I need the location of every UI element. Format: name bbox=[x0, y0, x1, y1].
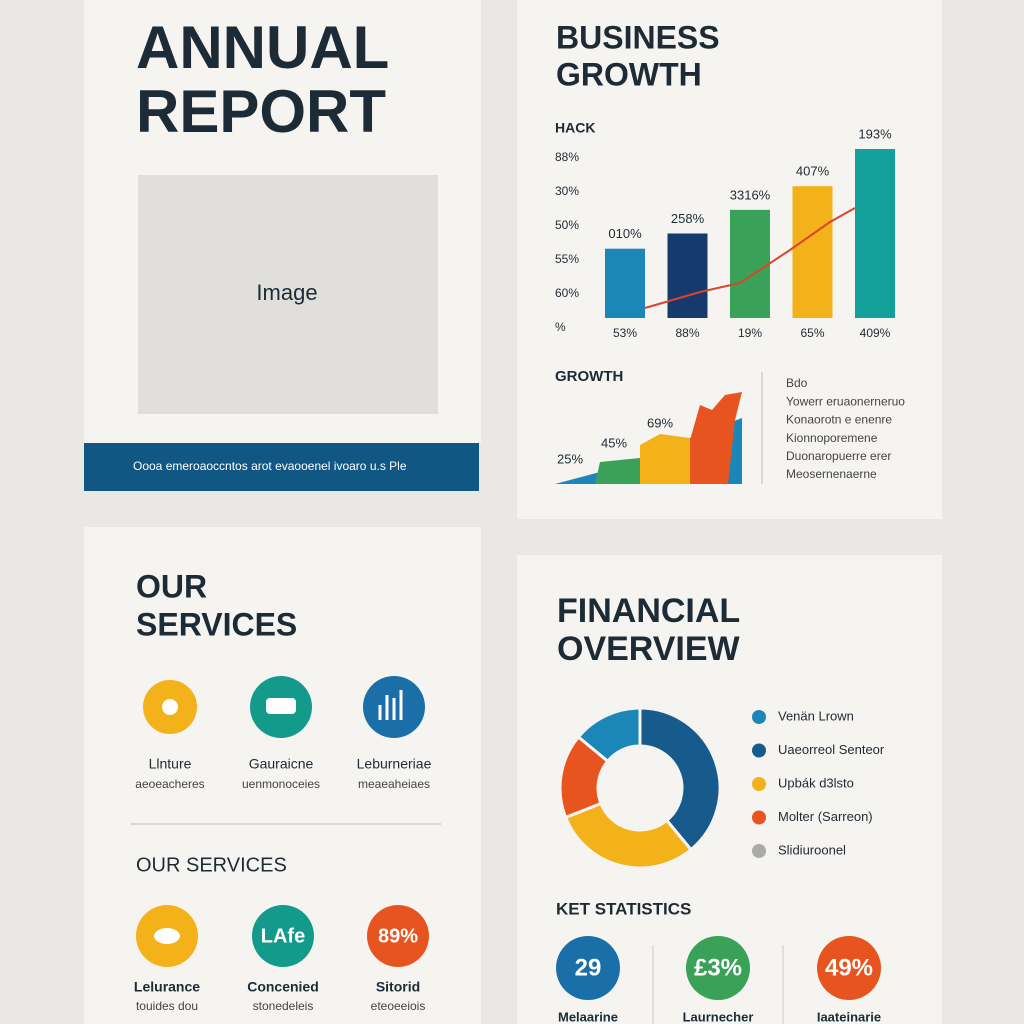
note: Kionnoporemene bbox=[786, 431, 878, 445]
section-title: KET STATISTICS bbox=[556, 899, 691, 918]
badge bbox=[367, 905, 429, 967]
badge-icon bbox=[154, 928, 180, 944]
x-tick-label: 409% bbox=[860, 326, 891, 340]
service-sub: meaeaheiaes bbox=[358, 777, 430, 791]
service-sub: eteoeeiois bbox=[371, 999, 426, 1013]
legend-label: Slidiuroonel bbox=[778, 842, 846, 857]
y-tick-label: 60% bbox=[555, 286, 579, 300]
value-label: 407% bbox=[796, 164, 830, 179]
icon bbox=[378, 690, 403, 720]
donut-slice bbox=[558, 734, 610, 820]
donut-slice bbox=[638, 706, 722, 852]
y-tick-label: % bbox=[555, 320, 566, 334]
title: REPORT bbox=[136, 78, 386, 145]
value-label: 193% bbox=[858, 126, 892, 141]
stat-circle bbox=[556, 936, 620, 1000]
band-text: Oooa emeroaoccntos arot evaooenel ivoaro… bbox=[133, 459, 407, 473]
value-label: 3316% bbox=[730, 187, 771, 202]
y-tick-label: 30% bbox=[555, 184, 579, 198]
stat-value: 29 bbox=[575, 954, 602, 981]
icon bbox=[266, 698, 296, 714]
legend-label: Venän Lrown bbox=[778, 708, 854, 723]
legend-dot bbox=[752, 710, 766, 724]
image-placeholder bbox=[138, 175, 438, 414]
x-tick-label: 19% bbox=[738, 326, 762, 340]
band bbox=[84, 443, 479, 491]
stat-value: £3% bbox=[694, 954, 742, 981]
section-title: GROWTH bbox=[555, 368, 623, 385]
note: Konaorotn e enenre bbox=[786, 413, 892, 427]
service-label: Llnture bbox=[149, 756, 192, 772]
trend-line bbox=[644, 207, 856, 309]
service-sub: touides dou bbox=[136, 999, 198, 1013]
area bbox=[640, 434, 700, 484]
legend-dot bbox=[752, 777, 766, 791]
service-label: Sitorid bbox=[376, 979, 420, 995]
title: ANNUAL bbox=[136, 14, 389, 81]
title: OUR bbox=[136, 568, 207, 604]
bar bbox=[855, 149, 895, 318]
legend-label: Upbák d3lsto bbox=[778, 775, 854, 790]
bar bbox=[605, 248, 645, 318]
title: BUSINESS bbox=[556, 19, 720, 55]
badge bbox=[252, 905, 314, 967]
stat-circle bbox=[686, 936, 750, 1000]
legend-dot bbox=[752, 844, 766, 858]
stat-label: Melaarine bbox=[558, 1009, 618, 1024]
value-label: 258% bbox=[671, 211, 705, 226]
title: GROWTH bbox=[556, 56, 702, 92]
service-label: Lelurance bbox=[134, 979, 200, 995]
legend-dot bbox=[752, 743, 766, 758]
title: OVERVIEW bbox=[557, 630, 741, 668]
area-label: 45% bbox=[601, 435, 627, 450]
y-tick-label: 88% bbox=[555, 150, 579, 164]
note: Yowerr eruaonerneruo bbox=[786, 394, 905, 408]
stat-label: Iaateinarie bbox=[817, 1009, 881, 1024]
icon bbox=[162, 699, 178, 715]
service-label: Leburneriae bbox=[357, 756, 432, 772]
service-label: Concenied bbox=[247, 979, 319, 995]
service-label: Gauraicne bbox=[249, 756, 314, 772]
bar bbox=[792, 186, 833, 318]
y-tick-label: 55% bbox=[555, 252, 579, 266]
section-title: OUR SERVICES bbox=[136, 854, 287, 876]
badge-text: 89% bbox=[378, 925, 418, 947]
bar bbox=[667, 233, 708, 318]
note: Bdo bbox=[786, 376, 808, 390]
y-tick-label: 50% bbox=[555, 218, 579, 232]
service-sub: uenmonoceies bbox=[242, 777, 320, 791]
note: Duonaropuerre erer bbox=[786, 449, 891, 463]
chart-title: HACK bbox=[555, 120, 595, 136]
title: FINANCIAL bbox=[557, 592, 740, 630]
stat-label: Laurnecher bbox=[683, 1009, 754, 1024]
area bbox=[690, 392, 742, 484]
x-tick-label: 53% bbox=[613, 326, 637, 340]
legend-label: Uaeorreol Senteor bbox=[778, 742, 885, 757]
donut-slice bbox=[563, 801, 694, 870]
value-label: 010% bbox=[608, 226, 642, 241]
service-sub: stonedeleis bbox=[253, 999, 314, 1013]
stat-value: 49% bbox=[825, 954, 873, 981]
legend-label: Molter (Sarreon) bbox=[778, 809, 873, 824]
legend-dot bbox=[752, 810, 766, 825]
image-label: Image bbox=[256, 280, 317, 305]
title: SERVICES bbox=[136, 606, 297, 642]
x-tick-label: 65% bbox=[800, 326, 824, 340]
bar bbox=[730, 209, 770, 318]
note: Meosernenaerne bbox=[786, 467, 877, 481]
area-label: 25% bbox=[557, 451, 583, 466]
service-sub: aeoeacheres bbox=[135, 777, 204, 791]
area-label: 69% bbox=[647, 415, 673, 430]
x-tick-label: 88% bbox=[675, 326, 699, 340]
stat-circle bbox=[817, 936, 881, 1000]
badge-text: LAfe bbox=[261, 925, 305, 947]
